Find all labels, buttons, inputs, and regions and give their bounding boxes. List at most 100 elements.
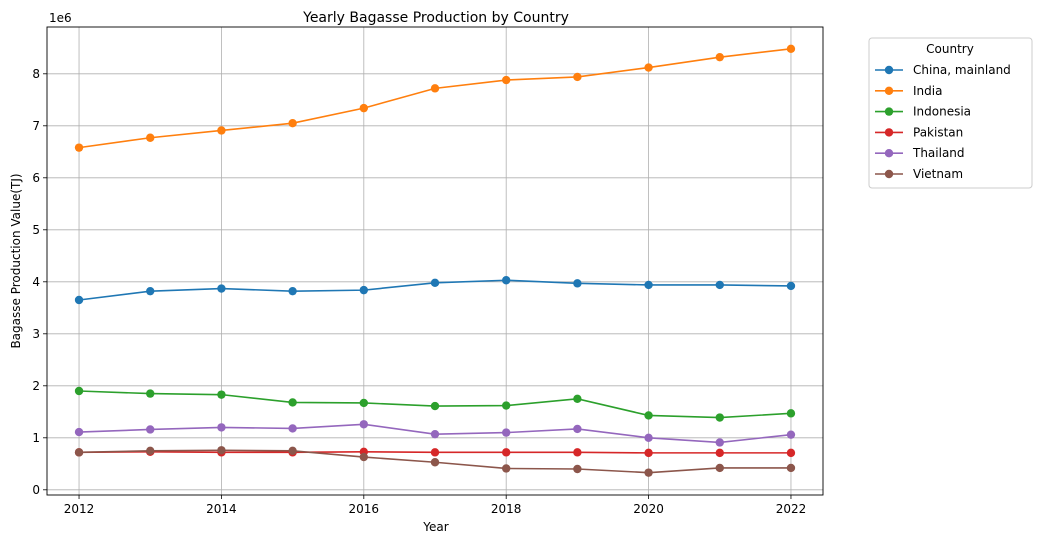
legend-label: Thailand xyxy=(912,146,965,160)
data-point-indonesia xyxy=(501,401,511,410)
series-thailand xyxy=(74,420,796,447)
data-point-india xyxy=(146,133,155,142)
legend-label: Vietnam xyxy=(913,167,963,181)
data-point-china-mainland xyxy=(501,276,511,285)
data-point-india xyxy=(359,103,369,113)
y-scale-label: 1e6 xyxy=(49,11,72,25)
data-point-india xyxy=(430,84,440,93)
data-point-indonesia xyxy=(359,398,369,408)
data-point-india xyxy=(715,52,724,62)
data-point-thailand xyxy=(217,423,226,432)
data-point-indonesia xyxy=(146,389,155,398)
legend-title: Country xyxy=(926,42,974,56)
data-point-vietnam xyxy=(501,464,511,473)
data-point-thailand xyxy=(288,424,297,433)
data-point-vietnam xyxy=(74,448,84,457)
series-indonesia xyxy=(74,386,796,422)
data-point-pakistan xyxy=(715,448,724,458)
data-point-vietnam xyxy=(146,446,155,455)
legend-item-china-mainland: China, mainland xyxy=(875,63,1011,77)
data-point-thailand xyxy=(74,427,84,437)
data-point-china-mainland xyxy=(715,280,724,290)
data-point-india xyxy=(786,44,796,54)
data-point-vietnam xyxy=(288,446,297,455)
data-point-pakistan xyxy=(644,448,653,458)
data-point-thailand xyxy=(644,433,653,442)
data-point-pakistan xyxy=(786,448,796,458)
data-point-indonesia xyxy=(288,398,297,407)
x-tick-label: 2018 xyxy=(491,502,522,516)
data-point-china-mainland xyxy=(288,286,297,296)
data-point-thailand xyxy=(146,425,155,434)
y-tick-label: 5 xyxy=(32,223,40,237)
data-point-thailand xyxy=(359,420,369,429)
legend-label: China, mainland xyxy=(913,63,1011,77)
y-tick-label: 6 xyxy=(32,171,40,185)
y-tick-label: 3 xyxy=(32,327,40,341)
chart-title: Yearly Bagasse Production by Country xyxy=(302,10,569,26)
grid-lines xyxy=(47,27,823,495)
x-axis-ticks: 2012 2014 2016 2018 2020 2022 xyxy=(64,495,806,516)
legend-swatch-marker xyxy=(884,107,894,116)
legend-swatch-marker xyxy=(884,86,894,96)
legend-swatch-marker xyxy=(884,128,894,137)
plot-area-frame xyxy=(46,26,824,496)
data-point-vietnam xyxy=(359,452,369,462)
y-tick-label: 2 xyxy=(32,379,40,393)
x-tick-label: 2022 xyxy=(776,502,807,516)
legend-item-indonesia: Indonesia xyxy=(875,105,971,119)
x-tick-label: 2012 xyxy=(64,502,95,516)
legend-item-pakistan: Pakistan xyxy=(875,125,963,139)
data-point-indonesia xyxy=(644,411,653,420)
data-point-pakistan xyxy=(430,448,440,457)
series-vietnam xyxy=(74,446,796,477)
data-point-india xyxy=(501,75,511,85)
data-series xyxy=(74,44,796,477)
data-point-india xyxy=(74,143,84,152)
y-axis-ticks: 0 1 2 3 4 5 6 7 8 xyxy=(32,67,47,497)
data-point-indonesia xyxy=(430,401,440,411)
legend-item-vietnam: Vietnam xyxy=(875,167,963,181)
legend-swatch-marker xyxy=(884,65,894,75)
legend-item-thailand: Thailand xyxy=(875,146,965,160)
data-point-china-mainland xyxy=(146,286,155,296)
series-china-mainland xyxy=(74,276,796,305)
data-point-thailand xyxy=(786,430,796,439)
data-point-india xyxy=(217,126,226,135)
data-point-indonesia xyxy=(217,390,226,399)
y-axis-label: Bagasse Production Value(TJ) xyxy=(9,173,23,348)
data-point-india xyxy=(644,63,653,72)
data-point-china-mainland xyxy=(573,279,582,288)
legend-swatch-marker xyxy=(884,169,894,179)
x-tick-label: 2020 xyxy=(633,502,664,516)
legend-items: China, mainland India Indonesia Pakistan Tha… xyxy=(875,63,1011,181)
data-point-vietnam xyxy=(644,468,653,477)
data-point-india xyxy=(288,119,297,128)
data-point-china-mainland xyxy=(430,278,440,288)
data-point-thailand xyxy=(430,429,440,439)
data-point-china-mainland xyxy=(786,281,796,291)
data-point-vietnam xyxy=(786,463,796,473)
legend-label: Indonesia xyxy=(913,105,971,119)
x-axis-label: Year xyxy=(422,520,448,534)
legend-label: India xyxy=(913,84,942,98)
data-point-china-mainland xyxy=(359,285,369,295)
data-point-thailand xyxy=(501,428,511,437)
legend-label: Pakistan xyxy=(913,125,963,139)
data-point-indonesia xyxy=(573,394,582,403)
data-point-indonesia xyxy=(715,413,724,422)
data-point-vietnam xyxy=(430,458,440,467)
data-point-thailand xyxy=(715,438,724,447)
data-point-india xyxy=(573,72,582,82)
legend-swatch-marker xyxy=(884,149,894,158)
y-tick-label: 4 xyxy=(32,275,40,289)
data-point-china-mainland xyxy=(217,284,226,293)
data-point-vietnam xyxy=(217,446,226,455)
data-point-vietnam xyxy=(573,464,582,474)
legend-box xyxy=(868,37,1033,189)
data-point-indonesia xyxy=(786,409,796,418)
data-point-china-mainland xyxy=(74,295,84,305)
y-tick-label: 0 xyxy=(32,483,40,497)
series-india xyxy=(74,44,796,152)
